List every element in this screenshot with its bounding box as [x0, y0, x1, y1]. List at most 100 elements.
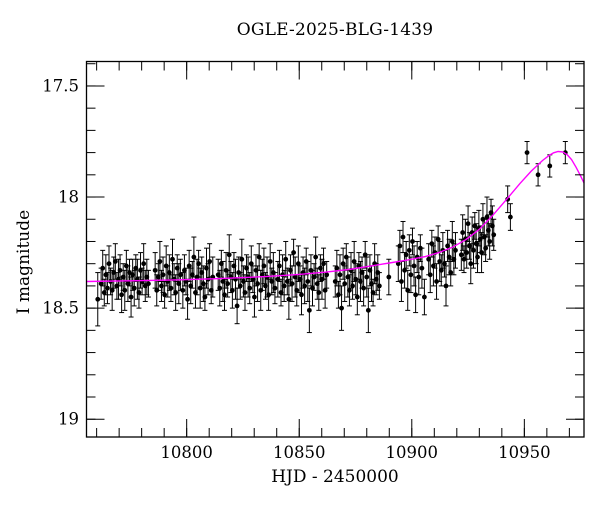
data-point: [324, 272, 330, 278]
data-point: [270, 270, 276, 275]
data-point: [141, 261, 147, 267]
data-point: [256, 254, 262, 260]
data-point: [292, 274, 298, 280]
data-point: [289, 281, 295, 287]
data-point: [103, 272, 109, 278]
data-point: [337, 272, 343, 278]
data-point: [427, 272, 433, 278]
data-point: [162, 292, 168, 298]
data-point: [443, 283, 449, 289]
data-point: [364, 274, 370, 280]
data-point: [248, 261, 254, 267]
data-point: [241, 279, 246, 284]
data-point: [163, 263, 169, 269]
data-point: [475, 254, 480, 260]
data-point: [345, 274, 351, 280]
data-point: [208, 287, 214, 293]
data-point: [322, 287, 328, 293]
data-point: [446, 254, 452, 260]
data-point: [215, 272, 221, 278]
data-point: [461, 256, 467, 262]
data-point: [429, 241, 435, 247]
data-point: [111, 270, 117, 275]
data-point: [237, 283, 243, 289]
data-point: [359, 270, 365, 275]
data-point: [435, 236, 441, 242]
data-point: [261, 263, 267, 269]
data-point: [361, 285, 367, 291]
data-point: [284, 279, 290, 284]
data-point: [152, 267, 158, 273]
data-point: [236, 270, 242, 275]
data-point: [430, 263, 436, 269]
data-point: [376, 283, 382, 289]
data-point: [370, 290, 376, 295]
data-point: [231, 263, 237, 269]
data-point: [173, 290, 179, 295]
data-point: [488, 210, 494, 215]
data-point: [157, 259, 163, 264]
data-point: [133, 265, 139, 271]
data-point: [225, 281, 231, 287]
data-point: [406, 247, 412, 253]
data-point: [168, 285, 174, 291]
data-point: [369, 281, 374, 287]
data-point: [144, 274, 150, 280]
data-point: [321, 261, 326, 267]
data-point: [239, 256, 245, 262]
data-point: [182, 267, 187, 273]
data-point: [281, 283, 287, 289]
model-curve: [86, 150, 585, 283]
y-tick-label: 19: [58, 410, 79, 429]
data-point: [154, 287, 160, 293]
data-point: [442, 261, 447, 267]
data-point: [403, 252, 409, 258]
data-point: [445, 243, 450, 249]
data-point: [319, 276, 325, 282]
data-point: [197, 285, 203, 291]
data-point: [155, 274, 161, 280]
data-point: [202, 294, 208, 300]
data-point: [255, 281, 260, 287]
data-point: [453, 247, 458, 253]
data-point: [174, 265, 180, 271]
data-point: [448, 270, 454, 275]
data-point: [278, 290, 284, 295]
data-point: [308, 267, 314, 273]
data-point: [468, 261, 474, 267]
data-point: [347, 287, 352, 293]
data-point: [351, 259, 357, 264]
data-point: [294, 287, 300, 293]
data-point: [166, 270, 172, 275]
data-point: [267, 259, 273, 264]
data-point: [303, 259, 309, 264]
data-point: [146, 281, 151, 287]
data-point: [375, 270, 381, 275]
data-point: [419, 265, 425, 271]
data-point: [223, 267, 229, 273]
data-point: [114, 283, 120, 289]
data-point: [354, 294, 360, 300]
data-point: [362, 252, 368, 258]
x-axis-label: HJD - 2450000: [271, 467, 399, 487]
y-tick-label: 18: [58, 188, 79, 207]
x-tick-label: 10950: [498, 443, 551, 462]
data-point: [125, 281, 131, 287]
data-point: [472, 223, 478, 229]
data-point: [229, 287, 235, 293]
data-point: [460, 230, 466, 235]
x-tick-label: 10800: [160, 443, 213, 462]
data-point: [226, 252, 232, 258]
data-point: [413, 292, 419, 298]
data-point: [417, 245, 423, 251]
data-point: [339, 305, 344, 311]
data-point: [277, 263, 282, 269]
data-point: [365, 307, 371, 313]
data-point: [458, 252, 464, 258]
data-point: [434, 279, 439, 284]
data-point: [411, 263, 417, 269]
data-point: [416, 274, 422, 280]
data-point: [131, 285, 137, 291]
data-point: [138, 267, 143, 273]
data-point: [188, 283, 194, 289]
